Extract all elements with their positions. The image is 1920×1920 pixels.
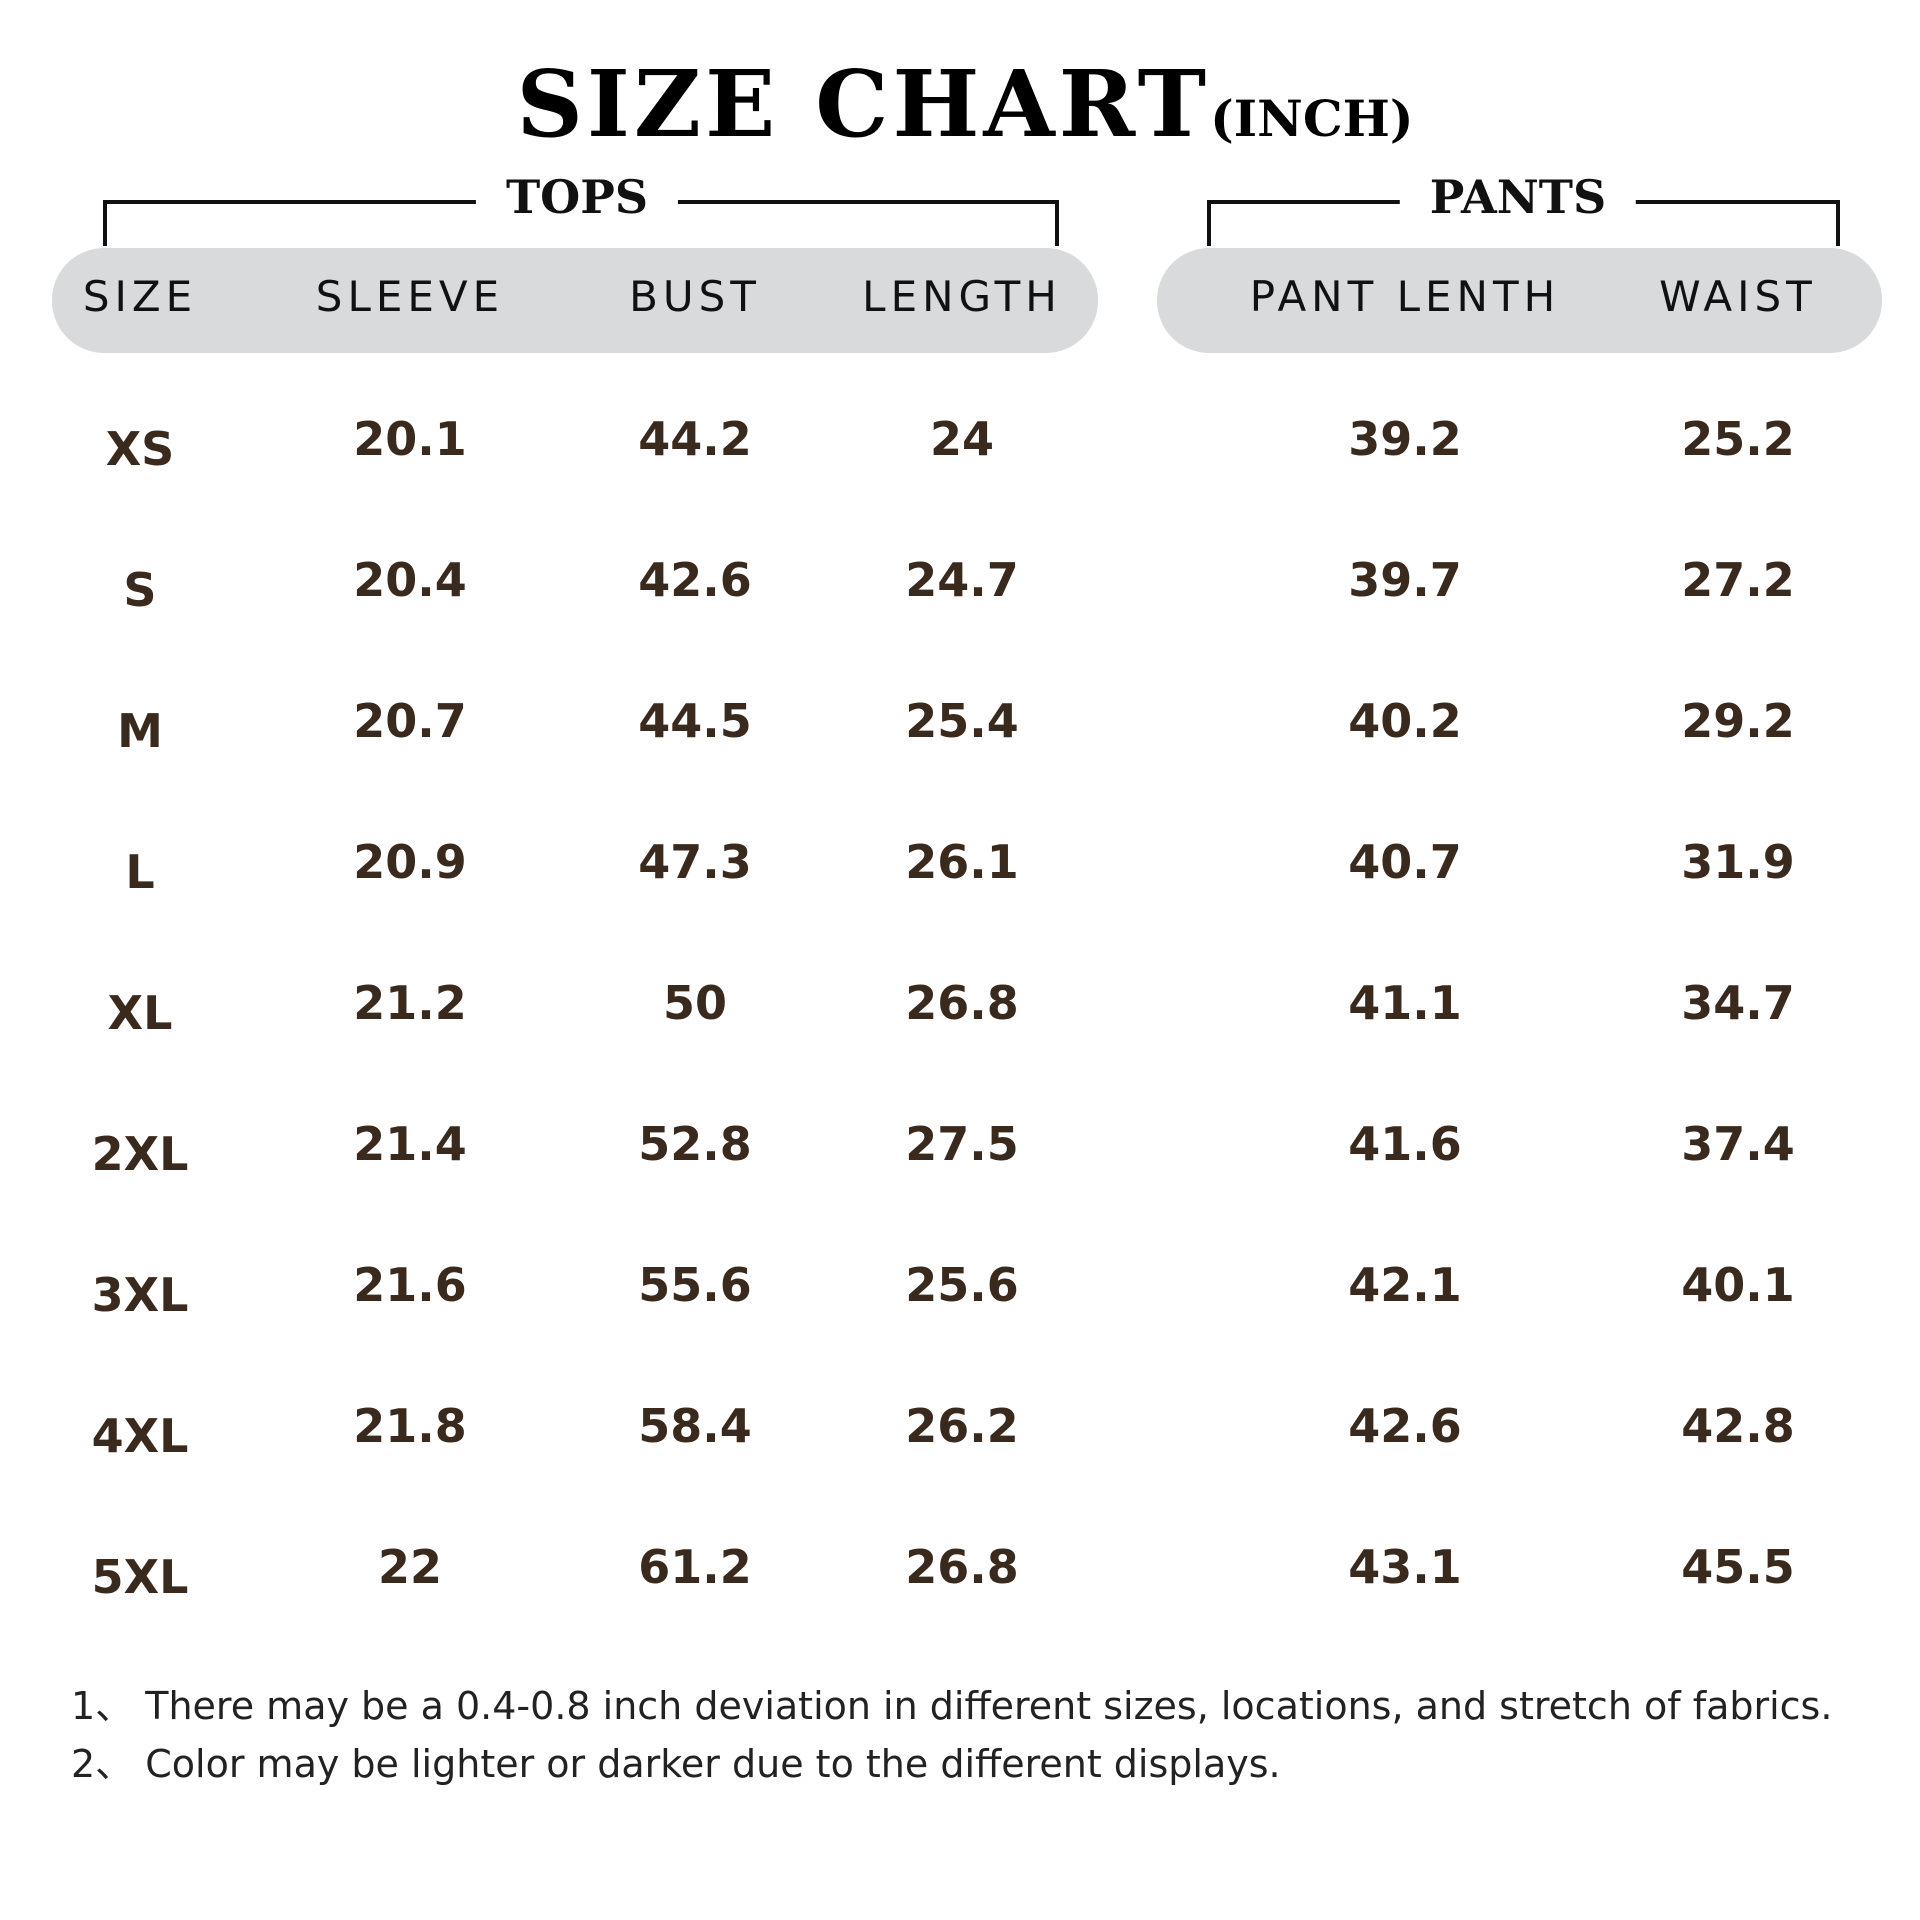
cell-sleeve: 20.7	[353, 694, 467, 748]
cell-sleeve: 20.9	[353, 835, 467, 889]
cell-bust: 61.2	[638, 1540, 752, 1594]
header-length: LENGTH	[862, 272, 1062, 321]
note-2: 2、 Color may be lighter or darker due to…	[71, 1742, 1281, 1786]
pants-group-label: PANTS	[1399, 170, 1637, 224]
cell-waist: 45.5	[1681, 1540, 1795, 1594]
cell-length: 24	[929, 412, 995, 466]
cell-size: 3XL	[91, 1268, 189, 1322]
cell-waist: 31.9	[1681, 835, 1795, 889]
cell-sleeve: 20.4	[353, 553, 467, 607]
tops-bracket: TOPS	[103, 170, 1059, 246]
header-size: SIZE	[82, 272, 198, 321]
cell-size: 2XL	[91, 1127, 189, 1181]
header-waist: WAIST	[1659, 272, 1817, 321]
title-unit: (INCH)	[1210, 89, 1414, 148]
cell-pant-length: 42.6	[1348, 1399, 1462, 1453]
cell-bust: 55.6	[638, 1258, 752, 1312]
cell-size: L	[125, 845, 155, 899]
cell-sleeve: 21.2	[353, 976, 467, 1030]
cell-size: S	[123, 563, 157, 617]
tops-group-label: TOPS	[475, 170, 679, 224]
cell-sleeve: 21.4	[353, 1117, 467, 1171]
cell-length: 26.8	[905, 1540, 1019, 1594]
pants-header-bar	[1157, 248, 1882, 353]
cell-waist: 40.1	[1681, 1258, 1795, 1312]
tops-header-bar	[52, 248, 1098, 353]
cell-pant-length: 39.7	[1348, 553, 1462, 607]
cell-bust: 58.4	[638, 1399, 752, 1453]
cell-waist: 27.2	[1681, 553, 1795, 607]
cell-pant-length: 41.6	[1348, 1117, 1462, 1171]
note-1: 1、 There may be a 0.4-0.8 inch deviation…	[71, 1684, 1833, 1728]
cell-pant-length: 42.1	[1348, 1258, 1462, 1312]
cell-waist: 42.8	[1681, 1399, 1795, 1453]
cell-bust: 47.3	[638, 835, 752, 889]
pants-bracket: PANTS	[1207, 170, 1840, 246]
cell-length: 26.1	[905, 835, 1019, 889]
header-pant-length: PANT LENTH	[1249, 272, 1561, 321]
header-sleeve: SLEEVE	[315, 272, 505, 321]
cell-bust: 44.2	[638, 412, 752, 466]
cell-sleeve: 21.6	[353, 1258, 467, 1312]
cell-waist: 29.2	[1681, 694, 1795, 748]
cell-bust: 44.5	[638, 694, 752, 748]
cell-waist: 37.4	[1681, 1117, 1795, 1171]
cell-size: 5XL	[91, 1550, 189, 1604]
cell-length: 25.4	[905, 694, 1019, 748]
cell-sleeve: 22	[377, 1540, 443, 1594]
cell-size: M	[117, 704, 163, 758]
header-bust: BUST	[629, 272, 761, 321]
cell-size: 4XL	[91, 1409, 189, 1463]
cell-size: XL	[107, 986, 173, 1040]
cell-sleeve: 21.8	[353, 1399, 467, 1453]
cell-bust: 42.6	[638, 553, 752, 607]
cell-waist: 25.2	[1681, 412, 1795, 466]
cell-length: 26.8	[905, 976, 1019, 1030]
title-main: SIZE CHART	[516, 50, 1211, 158]
cell-pant-length: 40.2	[1348, 694, 1462, 748]
cell-bust: 52.8	[638, 1117, 752, 1171]
cell-pant-length: 40.7	[1348, 835, 1462, 889]
cell-length: 25.6	[905, 1258, 1019, 1312]
cell-pant-length: 41.1	[1348, 976, 1462, 1030]
cell-pant-length: 39.2	[1348, 412, 1462, 466]
cell-waist: 34.7	[1681, 976, 1795, 1030]
cell-sleeve: 20.1	[353, 412, 467, 466]
cell-bust: 50	[662, 976, 728, 1030]
cell-pant-length: 43.1	[1348, 1540, 1462, 1594]
cell-size: XS	[105, 422, 175, 476]
cell-length: 24.7	[905, 553, 1019, 607]
cell-length: 27.5	[905, 1117, 1019, 1171]
cell-length: 26.2	[905, 1399, 1019, 1453]
page-title: SIZE CHART(INCH)	[0, 50, 1920, 158]
